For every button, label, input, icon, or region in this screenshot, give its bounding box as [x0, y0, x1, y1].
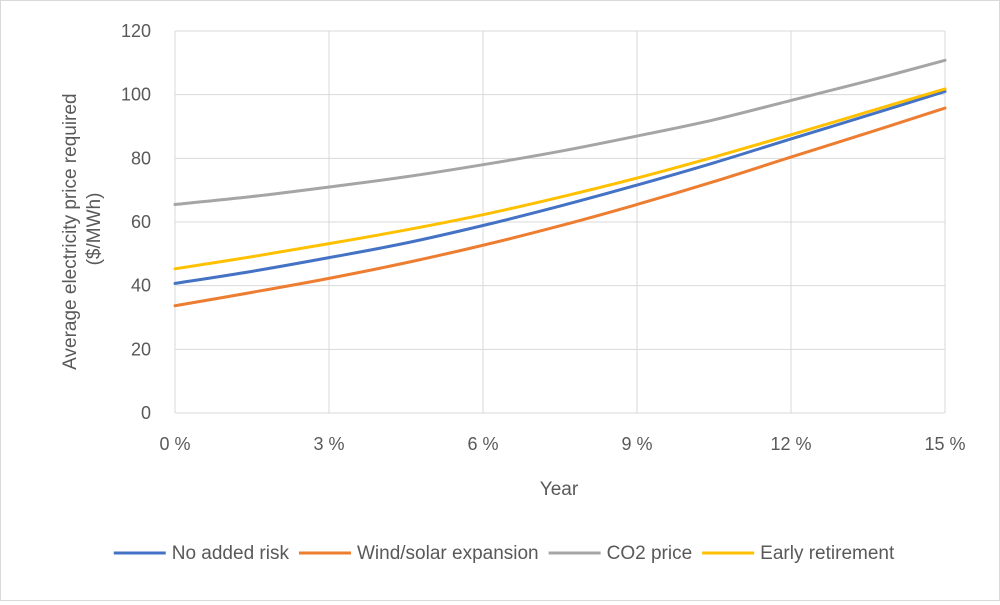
series-line-4 — [173, 87, 947, 271]
x-tick-labels: 0 % 3 % 6 % 9 % 12 % 15 % — [159, 434, 965, 454]
y-tick-label: 20 — [131, 339, 151, 359]
series-line-3 — [173, 58, 947, 206]
x-tick-label: 3 % — [313, 434, 344, 454]
legend: No added risk Wind/solar expansion CO2 pri… — [113, 543, 895, 564]
series-line-2 — [173, 106, 947, 308]
x-tick-label: 15 % — [924, 434, 965, 454]
y-axis-title-line-1: Average electricity price required — [60, 93, 81, 369]
legend-label: No added risk — [172, 543, 290, 564]
series-line-1 — [173, 89, 947, 285]
x-tick-label: 6 % — [467, 434, 498, 454]
legend-item: CO2 price — [548, 543, 693, 564]
legend-label: CO2 price — [607, 543, 693, 564]
y-axis-title: Average electricity price required ($/MW… — [60, 88, 105, 370]
x-tick-label: 9 % — [621, 434, 652, 454]
y-tick-label: 60 — [131, 212, 151, 232]
legend-label: Early retirement — [760, 543, 895, 564]
legend-item: Early retirement — [702, 543, 895, 564]
legend-item: No added risk — [113, 543, 290, 564]
legend-item: Wind/solar expansion — [298, 543, 539, 564]
y-tick-labels: 0 20 40 60 80 100 120 — [121, 21, 151, 423]
y-tick-label: 40 — [131, 276, 151, 296]
y-axis-title-line-2: ($/MWh) — [84, 193, 105, 266]
legend-label: Wind/solar expansion — [357, 543, 539, 564]
y-tick-label: 100 — [121, 85, 151, 105]
y-tick-label: 0 — [141, 403, 151, 423]
gridlines — [174, 30, 946, 414]
x-tick-label: 12 % — [770, 434, 811, 454]
series-lines — [173, 58, 947, 308]
y-tick-label: 80 — [131, 148, 151, 168]
x-tick-label: 0 % — [159, 434, 190, 454]
x-axis-title: Year — [540, 479, 579, 500]
y-tick-label: 120 — [121, 21, 151, 41]
